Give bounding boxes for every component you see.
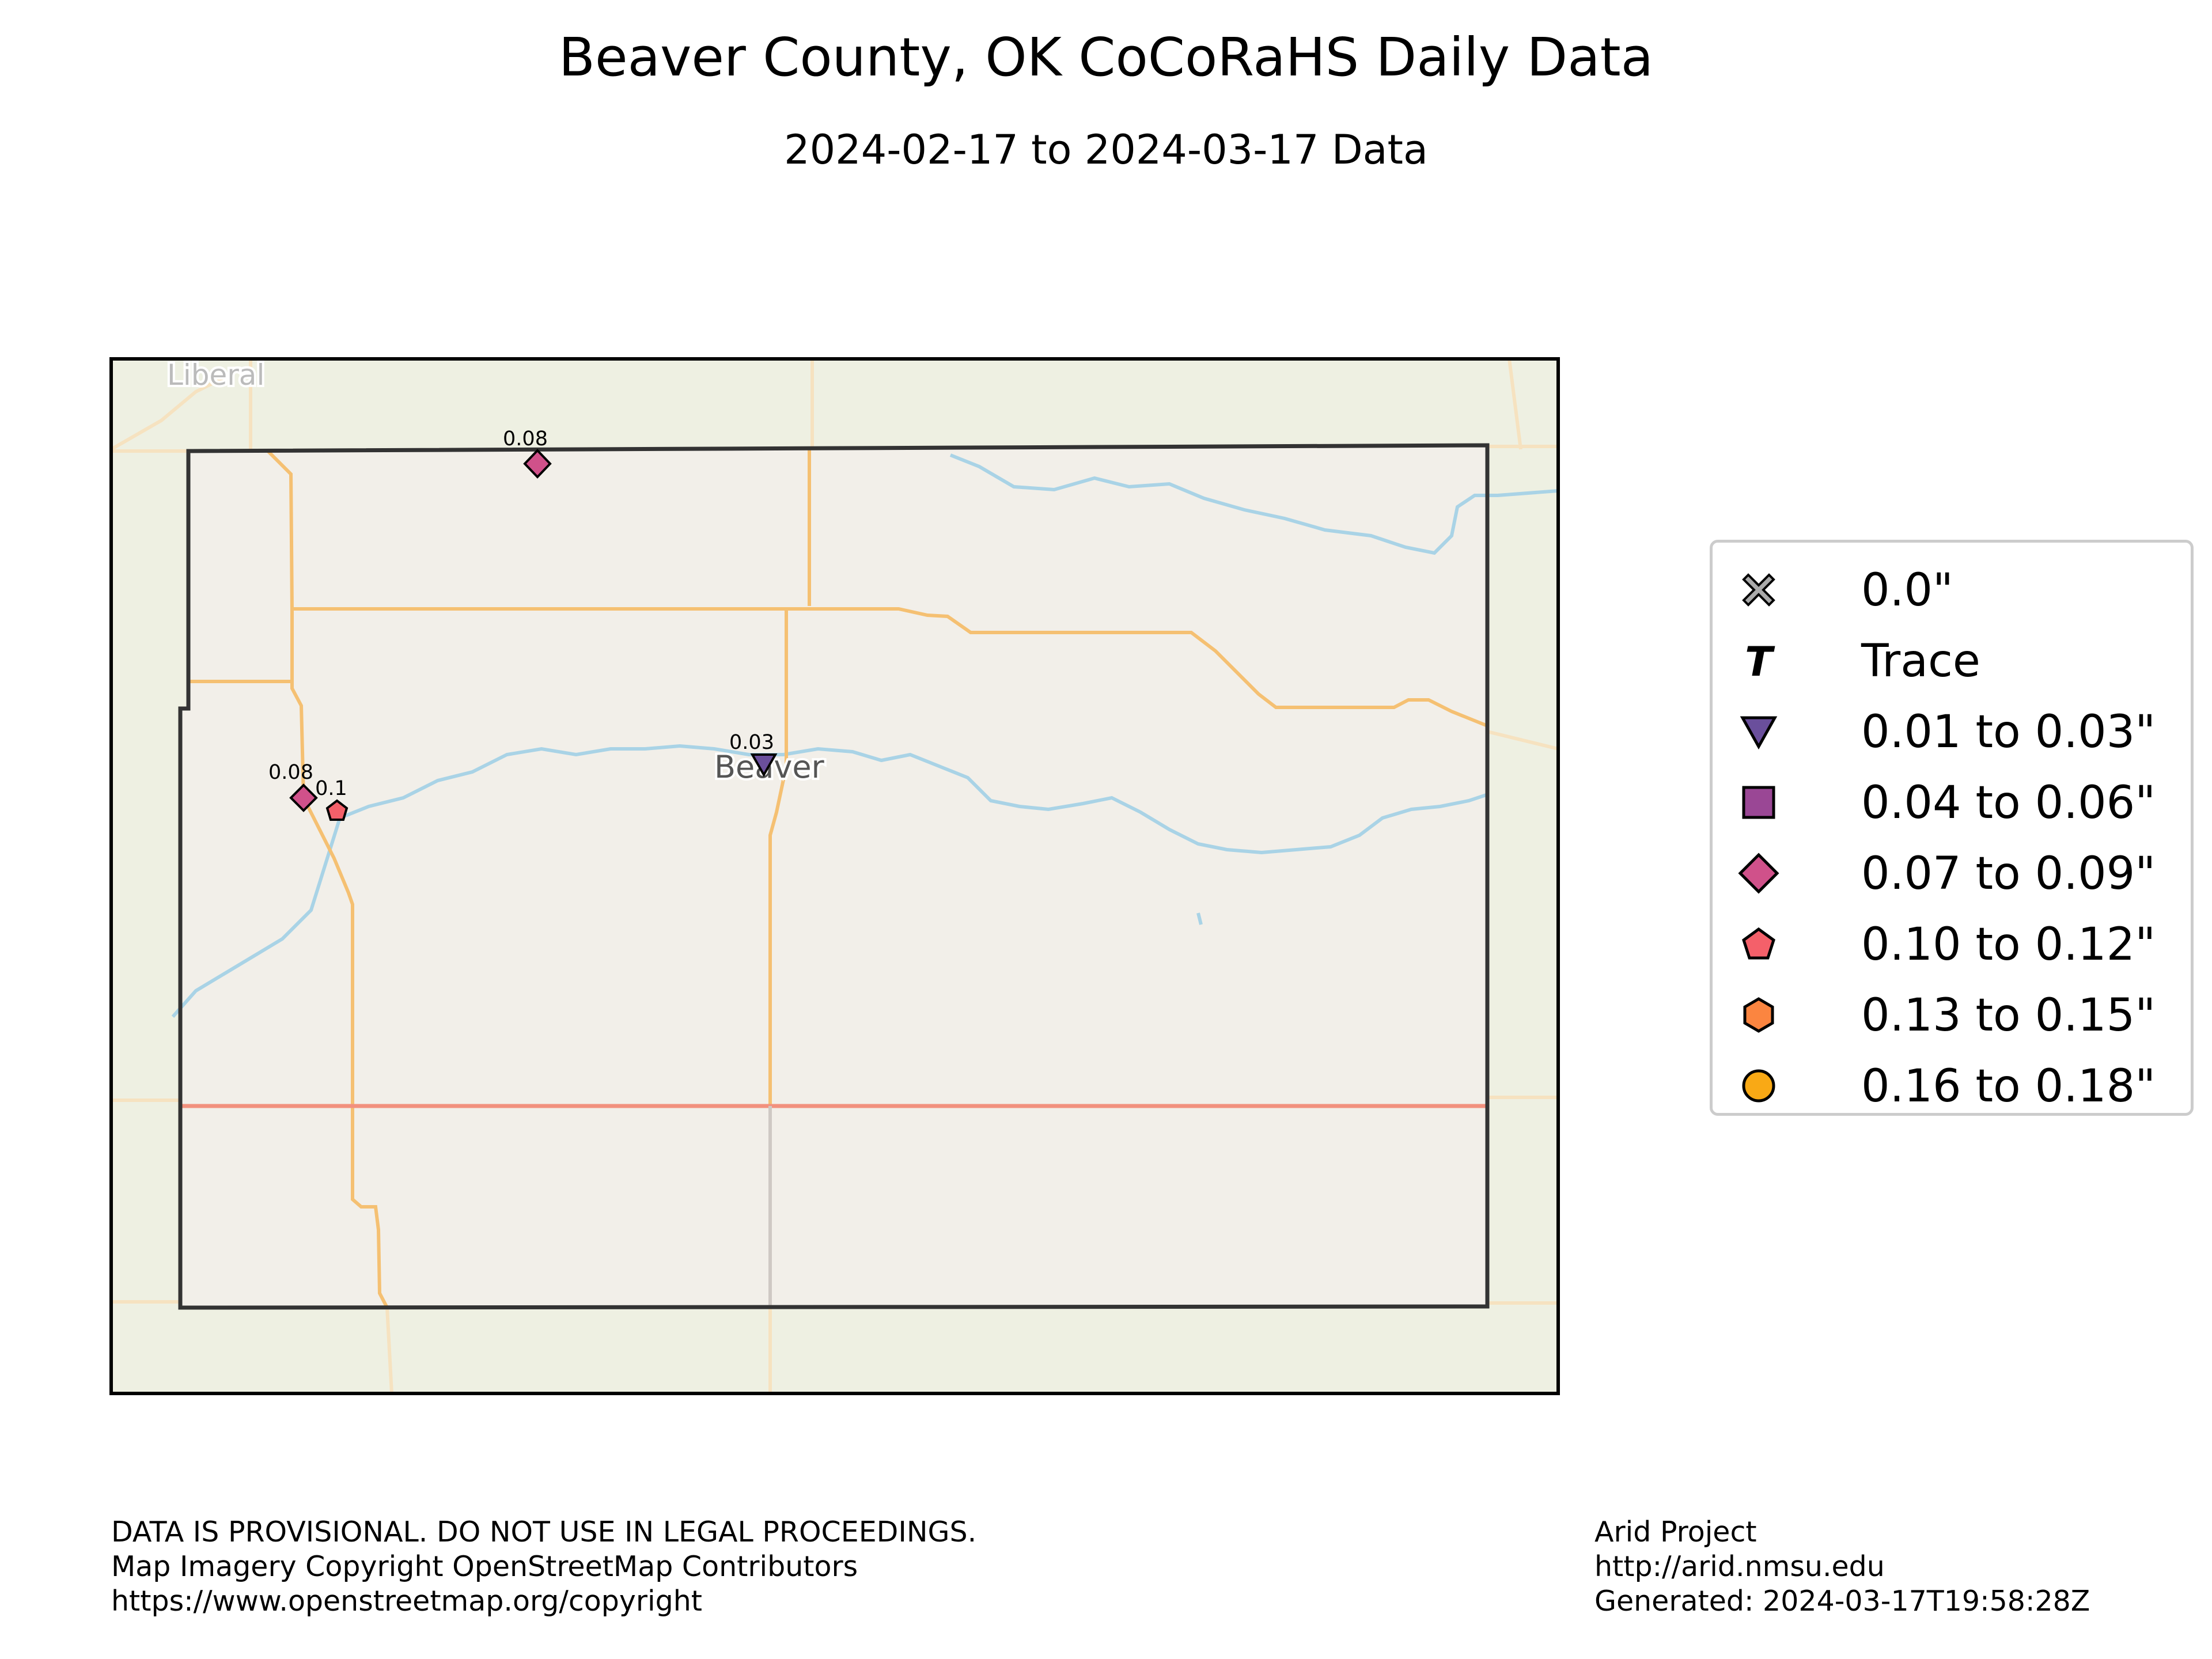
- road-highway-north-south: [768, 609, 788, 1308]
- legend-label: 0.10 to 0.12": [1861, 919, 2156, 971]
- footer-line: DATA IS PROVISIONAL. DO NOT USE IN LEGAL…: [111, 1516, 977, 1548]
- legend: 0.0" T Trace 0.01 to 0.03" 0.04 to 0.06"…: [1710, 540, 2194, 1116]
- station-marker-north[interactable]: [523, 449, 552, 479]
- legend-item-013-015: 0.13 to 0.15": [1713, 979, 2191, 1051]
- legend-label: 0.07 to 0.09": [1861, 848, 2156, 900]
- legend-item-001-003: 0.01 to 0.03": [1713, 696, 2191, 767]
- river-central: [171, 744, 1487, 1018]
- map-subtitle: 2024-02-17 to 2024-03-17 Data: [784, 126, 1428, 173]
- hexagon-icon: [1743, 997, 1774, 1033]
- footer-credits: Arid Project http://arid.nmsu.edu Genera…: [1594, 1515, 2090, 1619]
- legend-item-010-012: 0.10 to 0.12": [1713, 908, 2191, 980]
- town-label-liberal: Liberal: [167, 358, 264, 392]
- legend-label: 0.01 to 0.03": [1861, 706, 2156, 758]
- diamond-icon: [1738, 853, 1779, 894]
- circle-icon: [1742, 1069, 1775, 1103]
- trace-t-icon: T: [1745, 638, 1775, 684]
- county-area: [180, 445, 1487, 1308]
- county-boundary: [178, 443, 1490, 1310]
- footer-line: Generated: 2024-03-17T19:58:28Z: [1594, 1585, 2090, 1618]
- triangle-down-marker: [750, 753, 778, 778]
- station-value-label: 0.1: [315, 777, 347, 800]
- diamond-marker: [289, 783, 318, 812]
- map-title: Beaver County, OK CoCoRaHS Daily Data: [558, 26, 1654, 88]
- x-mark-icon: [1742, 573, 1775, 607]
- station-marker-beaver[interactable]: [750, 753, 778, 778]
- square-icon: [1742, 786, 1775, 819]
- legend-item-016-018: 0.16 to 0.18": [1713, 1050, 2191, 1122]
- footer-disclaimer: DATA IS PROVISIONAL. DO NOT USE IN LEGAL…: [111, 1515, 976, 1619]
- station-marker-west-pentagon[interactable]: [325, 799, 349, 821]
- legend-label: 0.13 to 0.15": [1861, 990, 2156, 1041]
- station-value-label: 0.03: [729, 731, 774, 754]
- legend-label: Trace: [1861, 635, 1980, 687]
- road-west: [266, 449, 389, 1309]
- legend-item-trace: T Trace: [1713, 625, 2191, 696]
- legend-item-007-009: 0.07 to 0.09": [1713, 838, 2191, 909]
- background-roads: [110, 358, 1559, 1394]
- station-value-label: 0.08: [268, 761, 313, 784]
- map-frame: [109, 357, 1560, 1395]
- footer-link[interactable]: https://www.openstreetmap.org/copyright: [111, 1585, 703, 1618]
- diamond-marker: [523, 449, 552, 479]
- pentagon-icon: [1742, 927, 1775, 960]
- road-east-west: [292, 607, 1488, 728]
- svg-text:T: T: [1745, 638, 1775, 684]
- pentagon-marker: [325, 799, 349, 821]
- legend-label: 0.16 to 0.18": [1861, 1060, 2156, 1112]
- legend-label: 0.0": [1861, 565, 1953, 616]
- station-value-label: 0.08: [503, 427, 548, 450]
- roads: [188, 449, 1488, 1309]
- footer-line: Map Imagery Copyright OpenStreetMap Cont…: [111, 1550, 858, 1583]
- legend-label: 0.04 to 0.06": [1861, 777, 2156, 829]
- footer-link[interactable]: http://arid.nmsu.edu: [1594, 1550, 1885, 1583]
- legend-item-zero: 0.0": [1713, 554, 2191, 626]
- river-north: [949, 453, 1559, 555]
- station-marker-west-diamond[interactable]: [289, 783, 318, 812]
- legend-item-004-006: 0.04 to 0.06": [1713, 767, 2191, 838]
- river-creek: [1196, 912, 1203, 925]
- rivers: [171, 453, 1559, 1018]
- triangle-down-icon: [1740, 716, 1778, 750]
- footer-line: Arid Project: [1594, 1516, 1757, 1548]
